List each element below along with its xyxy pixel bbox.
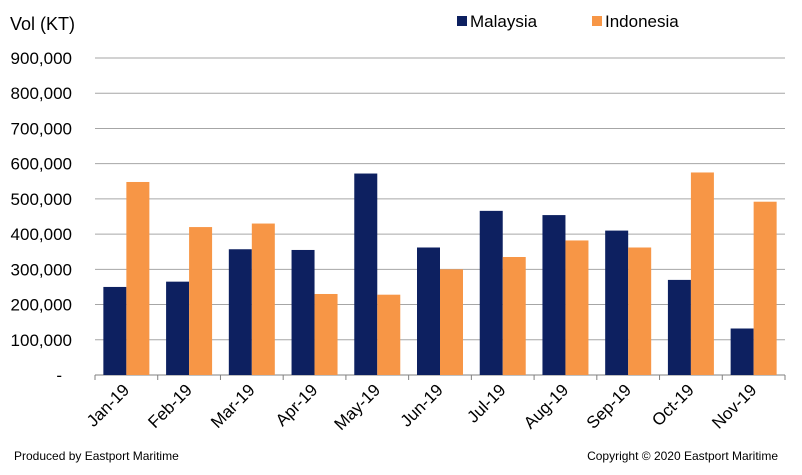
y-tick-label: 300,000 — [11, 260, 72, 279]
y-tick-label: 200,000 — [11, 296, 72, 315]
bar-indonesia-sep-19 — [628, 247, 652, 375]
x-tick-label: Feb-19 — [144, 380, 196, 432]
bar-malaysia-oct-19 — [667, 279, 691, 375]
bar-malaysia-jan-19 — [103, 286, 127, 375]
bar-indonesia-aug-19 — [565, 240, 589, 375]
x-tick-label: Nov-19 — [708, 380, 760, 432]
bar-indonesia-jul-19 — [502, 257, 526, 375]
y-tick-label: 600,000 — [11, 155, 72, 174]
y-axis-label: Vol (KT) — [10, 14, 75, 34]
bar-indonesia-oct-19 — [690, 172, 714, 375]
bar-malaysia-apr-19 — [291, 249, 315, 375]
footer-copyright: Copyright © 2020 Eastport Maritime — [587, 449, 778, 463]
bar-indonesia-may-19 — [377, 294, 401, 375]
bar-indonesia-feb-19 — [189, 227, 213, 375]
x-tick-label: Sep-19 — [583, 380, 635, 432]
y-tick-label: 800,000 — [11, 84, 72, 103]
bar-malaysia-may-19 — [354, 173, 378, 375]
bar-malaysia-nov-19 — [730, 328, 754, 375]
bar-indonesia-mar-19 — [251, 223, 275, 375]
y-tick-label: 400,000 — [11, 225, 72, 244]
bar-malaysia-aug-19 — [542, 215, 566, 375]
bar-malaysia-mar-19 — [228, 249, 252, 375]
x-tick-label: Oct-19 — [648, 380, 698, 430]
x-tick-label: Apr-19 — [272, 380, 322, 430]
bar-indonesia-nov-19 — [753, 201, 777, 375]
x-tick-label: Aug-19 — [520, 380, 572, 432]
footer-producer: Produced by Eastport Maritime — [14, 449, 179, 463]
y-tick-label: 900,000 — [11, 49, 72, 68]
legend-swatch-indonesia — [592, 16, 602, 26]
x-tick-label: May-19 — [331, 380, 385, 434]
bar-malaysia-jun-19 — [417, 247, 440, 375]
x-tick-label: Jun-19 — [397, 380, 447, 430]
bar-indonesia-apr-19 — [314, 293, 338, 375]
x-tick-label: Mar-19 — [207, 380, 259, 432]
bar-malaysia-jul-19 — [479, 210, 503, 375]
legend-label-malaysia: Malaysia — [470, 12, 538, 31]
x-tick-label: Jan-19 — [83, 380, 133, 430]
bar-malaysia-feb-19 — [166, 281, 190, 375]
y-tick-label: 500,000 — [11, 190, 72, 209]
x-tick-label: Jul-19 — [463, 380, 509, 426]
y-tick-label: 700,000 — [11, 119, 72, 138]
legend-swatch-malaysia — [457, 16, 467, 26]
legend-label-indonesia: Indonesia — [605, 12, 679, 31]
bar-indonesia-jun-19 — [440, 269, 463, 375]
bar-malaysia-sep-19 — [605, 230, 629, 375]
bar-indonesia-jan-19 — [126, 181, 150, 375]
y-tick-label: - — [56, 366, 62, 385]
y-tick-label: 100,000 — [11, 331, 72, 350]
